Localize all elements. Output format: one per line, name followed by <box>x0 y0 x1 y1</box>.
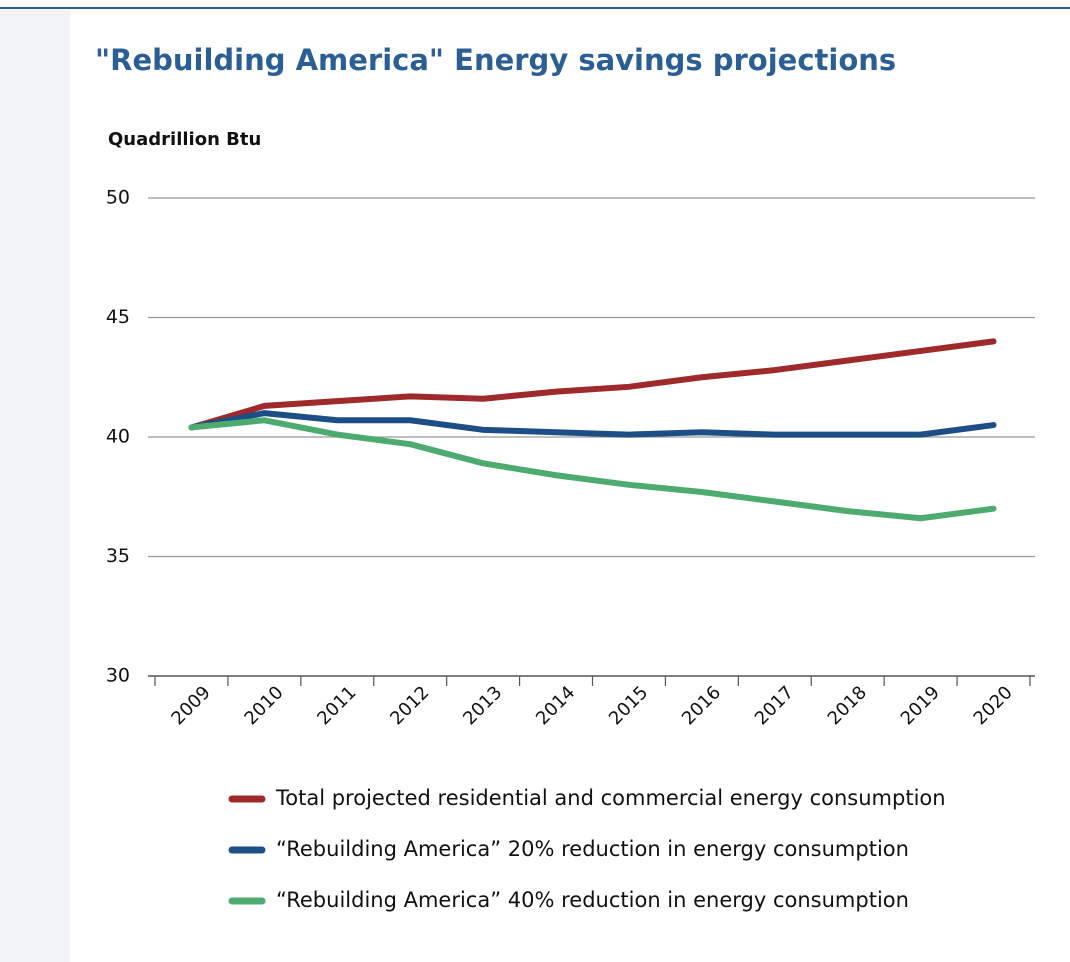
side-strip <box>0 10 70 962</box>
y-tick-label: 30 <box>106 665 130 687</box>
series-line <box>188 417 997 522</box>
chart-title: "Rebuilding America" Energy savings proj… <box>95 43 896 77</box>
series-line <box>188 338 997 431</box>
y-tick-label: 45 <box>106 306 130 328</box>
legend-label: “Rebuilding America” 40% reduction in en… <box>276 888 909 912</box>
y-tick-label: 40 <box>106 426 130 448</box>
y-axis-label: Quadrillion Btu <box>108 129 261 150</box>
y-tick-label: 35 <box>106 545 130 567</box>
y-tick-label: 50 <box>106 187 130 209</box>
series-line <box>188 410 997 438</box>
legend-label: Total projected residential and commerci… <box>275 786 946 810</box>
legend-label: “Rebuilding America” 20% reduction in en… <box>276 837 909 861</box>
